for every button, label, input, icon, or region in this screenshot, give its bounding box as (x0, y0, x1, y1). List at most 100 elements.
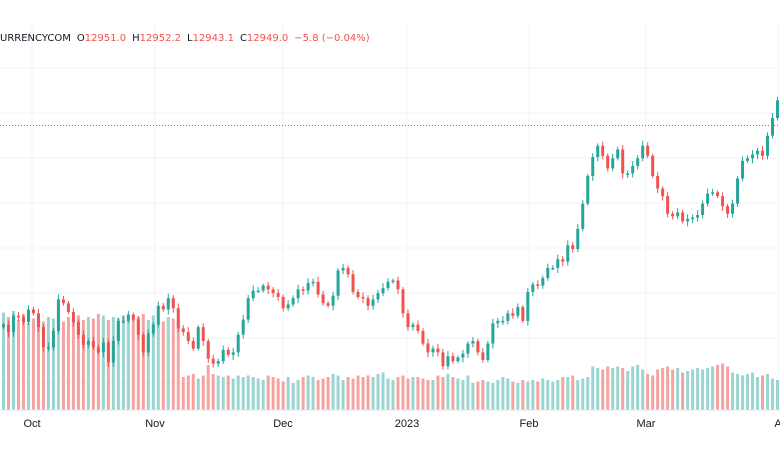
volume-bar (346, 377, 350, 410)
change-value: −5.8 (−0.04%) (294, 33, 370, 44)
candle-body (481, 352, 485, 360)
volume-bar (206, 365, 210, 410)
candle-body (296, 289, 300, 299)
volume-bar (731, 372, 735, 410)
volume-bar (241, 377, 245, 410)
candle (226, 347, 230, 358)
candle (331, 291, 335, 311)
candle-body (386, 281, 390, 289)
volume-bar (661, 368, 665, 410)
candle (776, 96, 780, 121)
candle (561, 256, 565, 267)
volume-bar (306, 375, 310, 410)
candle-body (306, 283, 310, 291)
volume-bar (316, 380, 320, 410)
candle (36, 308, 40, 333)
candle (31, 306, 35, 316)
candle-body (101, 342, 105, 353)
symbol-label[interactable]: URRENCYCOM (0, 33, 71, 44)
x-tick-label: Nov (145, 418, 165, 430)
candle (481, 348, 485, 363)
candle-body (441, 352, 445, 367)
volume-bar (126, 320, 130, 410)
candle (221, 345, 225, 364)
high-label: H (132, 33, 140, 44)
volume-bar (286, 377, 290, 410)
candle-body (141, 334, 145, 353)
candle (181, 325, 185, 336)
volume-bar (766, 374, 770, 410)
volume-bar (291, 383, 295, 410)
candle (291, 295, 295, 307)
candle-body (1, 324, 5, 328)
candle (406, 309, 410, 331)
candle (411, 322, 415, 331)
candle-body (451, 356, 455, 362)
volume-bar (641, 369, 645, 410)
candle (121, 315, 125, 324)
candle-body (721, 196, 725, 207)
volume-bar (631, 366, 635, 410)
candle (591, 153, 595, 181)
candle (706, 188, 710, 207)
candle-body (541, 278, 545, 286)
volume-bar (771, 378, 775, 410)
volume-bar (301, 377, 305, 410)
volume-bar (521, 380, 525, 410)
candle (751, 150, 755, 164)
candle (386, 278, 390, 291)
candle-body (351, 274, 355, 292)
candle-body (641, 145, 645, 159)
candle (211, 354, 215, 368)
candle (471, 336, 475, 348)
volume-bar (231, 378, 235, 410)
volume-bar (186, 375, 190, 410)
candle-body (236, 334, 240, 353)
candle (21, 314, 25, 326)
candle-body (41, 327, 45, 348)
volume-bar (281, 381, 285, 410)
volume-bar (386, 378, 390, 410)
candle (571, 241, 575, 253)
candle-body (281, 296, 285, 309)
candle-body (586, 175, 590, 204)
candle-body (726, 206, 730, 214)
volume-bar (446, 374, 450, 410)
candle (761, 145, 765, 160)
candle (1, 322, 5, 330)
candle (556, 254, 560, 273)
candle-body (341, 267, 345, 271)
volume-bar (686, 371, 690, 410)
candle-body (651, 155, 655, 176)
low-value: 12943.1 (192, 33, 234, 44)
candle (396, 276, 400, 295)
candle (521, 304, 525, 323)
volume-bar (181, 377, 185, 410)
candle-body (26, 309, 30, 323)
volume-bar (406, 378, 410, 410)
candle (156, 301, 160, 328)
candle-body (531, 284, 535, 292)
candle (721, 192, 725, 211)
candle-body (446, 356, 450, 367)
volume-bar (56, 314, 60, 410)
candle (566, 240, 570, 266)
candle (326, 301, 330, 308)
candle (416, 320, 420, 334)
candle (716, 190, 720, 199)
candle (11, 313, 15, 337)
low-label: L (187, 33, 193, 44)
candle (641, 140, 645, 162)
volume-bar (656, 369, 660, 410)
candle-body (161, 305, 165, 310)
volume-bar (611, 368, 615, 410)
candle (656, 172, 660, 194)
volume-bar (361, 377, 365, 410)
candle (41, 324, 45, 352)
candle-body (326, 303, 330, 306)
candle (191, 337, 195, 352)
volume-bar (756, 377, 760, 410)
candle (596, 143, 600, 162)
